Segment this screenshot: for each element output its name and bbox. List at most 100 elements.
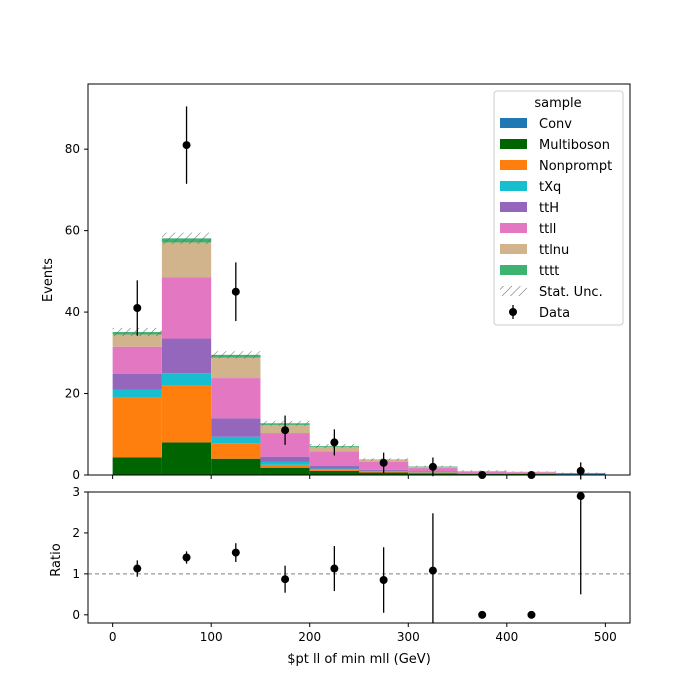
bar-txq-bin-4 <box>309 468 359 470</box>
bar-multiboson-bin-5 <box>359 472 409 475</box>
bar-ttll-bin-2 <box>211 378 261 419</box>
data-point-6 <box>428 462 437 471</box>
main-y-axis-label: Events <box>41 258 56 302</box>
data-point-5 <box>379 458 388 467</box>
legend-swatch-tth <box>500 202 527 212</box>
x-axis-label: $pt ll of min mll (GeV) <box>287 652 431 667</box>
legend-label-conv: Conv <box>539 117 572 132</box>
main-panel: 0 20 40 60 80 Events sample Conv Multiboson No… <box>41 83 631 482</box>
data-point-4 <box>330 438 339 447</box>
bar-nonprompt-bin-4 <box>309 469 359 471</box>
bar-nonprompt-bin-2 <box>211 443 261 459</box>
bar-ttlnu-bin-1 <box>161 242 212 278</box>
bar-tth-bin-4 <box>309 466 359 469</box>
bar-txq-bin-2 <box>211 436 261 444</box>
main-y-ticks: 0 20 40 60 80 <box>65 142 88 482</box>
stat-unc-band-bin-2 <box>211 351 261 359</box>
legend-swatch-ttll <box>500 223 527 233</box>
legend-label-multiboson: Multiboson <box>539 138 610 153</box>
bar-nonprompt-bin-0 <box>112 397 162 458</box>
bar-ttll-bin-0 <box>112 346 162 374</box>
bar-tth-bin-2 <box>211 418 261 437</box>
main-y-tick-label: 60 <box>65 224 80 238</box>
ratio-point-8 <box>527 610 536 619</box>
legend-label-ttll: ttll <box>539 222 556 237</box>
x-tick-label: 500 <box>594 630 617 644</box>
ratio-point-5 <box>379 576 388 585</box>
ratio-point-2 <box>231 548 240 557</box>
ratio-point-3 <box>281 575 290 584</box>
ratio-points <box>133 492 585 623</box>
stacked-bars <box>112 238 606 475</box>
main-y-tick-label: 80 <box>65 142 80 156</box>
legend-label-stat-unc: Stat. Unc. <box>539 285 603 300</box>
ratio-panel: 0 1 2 3 0 100 200 300 400 500 Ratio $pt ll of mi… <box>49 485 631 667</box>
x-tick-label: 0 <box>109 630 117 644</box>
data-point-3 <box>281 426 290 435</box>
legend-label-tttt: tttt <box>539 264 559 279</box>
bar-multiboson-bin-4 <box>309 470 359 475</box>
legend-title: sample <box>534 96 581 111</box>
legend-data-marker <box>509 308 517 316</box>
ratio-point-1 <box>182 553 191 562</box>
ratio-point-0 <box>133 564 142 573</box>
bar-ttlnu-bin-2 <box>211 357 261 379</box>
bar-multiboson-bin-1 <box>161 442 212 475</box>
bar-tth-bin-0 <box>112 373 162 390</box>
bar-txq-bin-0 <box>112 389 162 398</box>
legend-label-nonprompt: Nonprompt <box>539 159 612 174</box>
stat-unc-band-bin-1 <box>161 232 212 245</box>
ratio-x-ticks: 0 100 200 300 400 500 <box>109 623 617 644</box>
data-point-2 <box>231 287 240 296</box>
main-x-ticks <box>112 475 606 479</box>
bar-tth-bin-3 <box>260 456 310 462</box>
data-point-9 <box>576 466 585 475</box>
legend-label-data: Data <box>539 306 570 321</box>
bar-ttlnu-bin-0 <box>112 334 162 347</box>
legend: sample Conv Multiboson Nonprompt tXq ttH ttll… <box>493 90 624 326</box>
ratio-y-tick-label: 1 <box>72 567 80 581</box>
ratio-y-ticks: 0 1 2 3 <box>72 485 88 622</box>
x-tick-label: 200 <box>298 630 321 644</box>
bar-multiboson-bin-3 <box>260 467 310 475</box>
bar-txq-bin-3 <box>260 461 310 465</box>
data-point-0 <box>133 304 142 313</box>
ratio-y-axis-label: Ratio <box>49 543 64 576</box>
legend-swatch-nonprompt <box>500 160 527 170</box>
x-tick-label: 400 <box>495 630 518 644</box>
main-y-tick-label: 20 <box>65 387 80 401</box>
ratio-axes-frame <box>87 491 631 624</box>
main-y-tick-label: 0 <box>72 468 80 482</box>
legend-swatch-conv <box>500 118 527 128</box>
main-axes-frame <box>87 83 631 476</box>
bar-tth-bin-1 <box>161 338 212 374</box>
x-tick-label: 300 <box>397 630 420 644</box>
bar-nonprompt-bin-3 <box>260 464 310 468</box>
ratio-point-4 <box>330 564 339 573</box>
data-points <box>133 106 585 480</box>
ratio-point-7 <box>478 610 487 619</box>
ratio-point-9 <box>576 492 585 501</box>
ratio-y-tick-label: 3 <box>72 485 80 499</box>
bar-multiboson-bin-0 <box>112 457 162 475</box>
x-tick-label: 100 <box>200 630 223 644</box>
data-point-1 <box>182 141 191 150</box>
legend-label-txq: tXq <box>539 180 561 195</box>
ratio-y-tick-label: 0 <box>72 608 80 622</box>
legend-swatch-ttlnu <box>500 244 527 254</box>
legend-label-tth: ttH <box>539 201 559 216</box>
bar-ttll-bin-4 <box>309 451 359 467</box>
ratio-point-6 <box>428 566 437 575</box>
bar-multiboson-bin-2 <box>211 458 261 475</box>
main-y-tick-label: 40 <box>65 305 80 319</box>
legend-swatch-multiboson <box>500 139 527 149</box>
bar-nonprompt-bin-1 <box>161 385 212 443</box>
bar-ttll-bin-1 <box>161 277 212 339</box>
ratio-y-tick-label: 2 <box>72 526 80 540</box>
legend-swatch-tttt <box>500 265 527 275</box>
stat-unc-band-bin-7 <box>457 470 507 472</box>
legend-label-ttlnu: ttlnu <box>539 243 569 258</box>
legend-swatch-txq <box>500 181 527 191</box>
legend-items: Conv Multiboson Nonprompt tXq ttH ttll ttlnu tt… <box>500 117 612 321</box>
